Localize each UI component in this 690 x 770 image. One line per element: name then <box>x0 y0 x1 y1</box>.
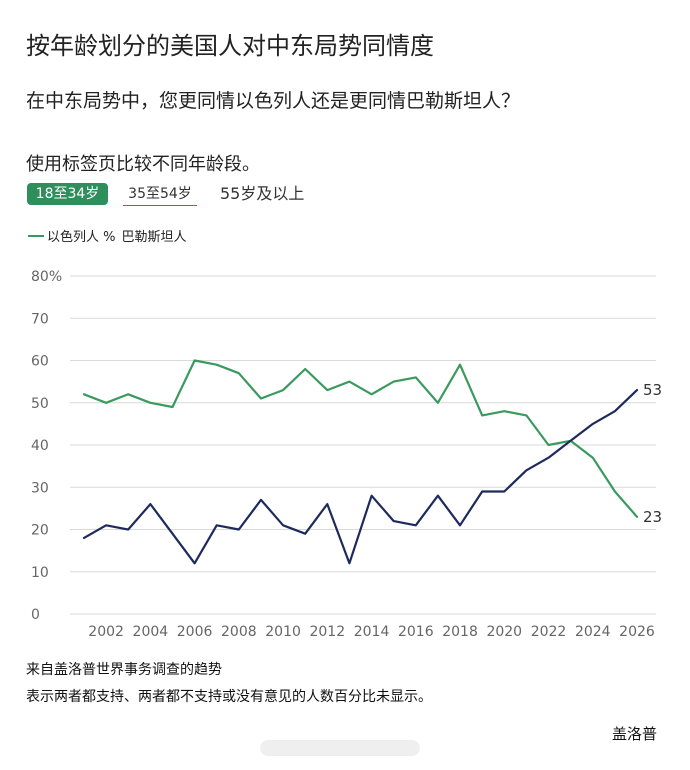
source-note: 来自盖洛普世界事务调查的趋势 <box>26 662 222 678</box>
x-tick-label: 2002 <box>88 624 124 640</box>
x-tick-label: 2016 <box>398 624 434 640</box>
tab-18-34[interactable]: 18至34岁 <box>27 183 108 205</box>
end-label-palestinians: 53 <box>643 381 662 399</box>
x-tick-label: 2006 <box>177 624 213 640</box>
series-line-palestinians <box>82 389 639 565</box>
y-tick-label: 70 <box>31 311 49 327</box>
legend: 以色列人 % 巴勒斯坦人 <box>28 226 187 245</box>
y-tick-label: 0 <box>31 607 40 623</box>
x-tick-label: 2018 <box>442 624 478 640</box>
y-tick-label: 80% <box>31 269 62 285</box>
series-line-israelis <box>82 359 639 518</box>
y-tick-label: 40 <box>31 438 49 454</box>
y-tick-label: 50 <box>31 396 49 412</box>
x-tick-label: 2014 <box>354 624 390 640</box>
tab-instruction: 使用标签页比较不同年龄段。 <box>26 154 260 175</box>
brand-logo-text: 盖洛普 <box>612 725 658 743</box>
line-chart: 0 10 20 30 40 50 60 70 80% 2002 2004 2006 2008 2010 20… <box>31 269 662 640</box>
watermark-placeholder <box>260 740 420 756</box>
legend-label-palestinians: 巴勒斯坦人 <box>121 230 187 245</box>
x-tick-label: 2010 <box>265 624 301 640</box>
legend-label-israelis: 以色列人 % <box>47 230 116 245</box>
x-tick-label: 2012 <box>309 624 345 640</box>
y-tick-label: 20 <box>31 523 49 539</box>
x-tick-label: 2022 <box>531 624 567 640</box>
legend-swatch-israelis <box>28 234 44 237</box>
x-tick-label: 2008 <box>221 624 257 640</box>
tab-55-plus[interactable]: 55岁及以上 <box>220 184 305 203</box>
x-tick-label: 2004 <box>133 624 169 640</box>
chart-title: 按年龄划分的美国人对中东局势同情度 <box>26 32 434 60</box>
x-tick-label: 2026 <box>619 624 655 640</box>
end-label-israelis: 23 <box>643 508 662 526</box>
x-tick-label: 2024 <box>575 624 611 640</box>
y-tick-label: 30 <box>31 480 49 496</box>
x-tick-label: 2020 <box>486 624 522 640</box>
footnote: 表示两者都支持、两者都不支持或没有意见的人数百分比未显示。 <box>26 689 432 705</box>
survey-question: 在中东局势中，您更同情以色列人还是更同情巴勒斯坦人？ <box>26 90 521 112</box>
y-tick-label: 10 <box>31 565 49 581</box>
tab-35-54[interactable]: 35至54岁 <box>123 183 197 206</box>
y-tick-label: 60 <box>31 354 49 370</box>
